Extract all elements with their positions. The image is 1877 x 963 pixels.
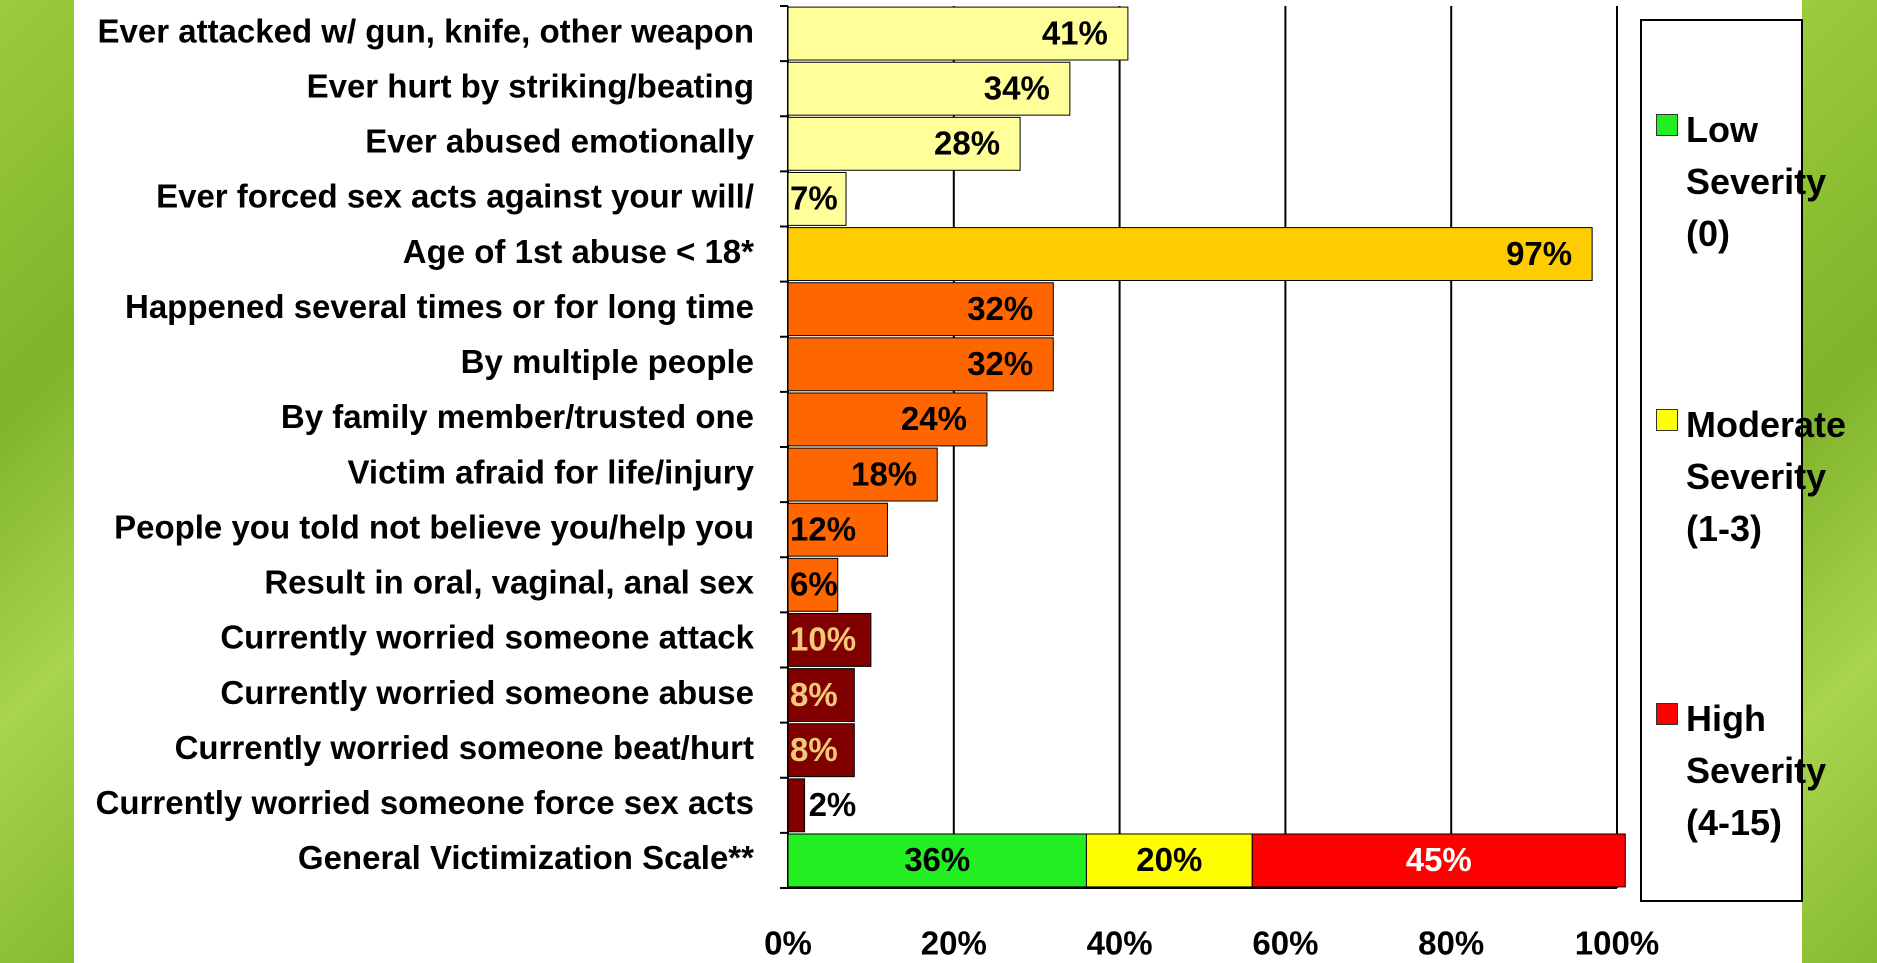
- value-label: 41%: [1042, 14, 1108, 51]
- value-label: 10%: [790, 621, 856, 658]
- value-label: 7%: [790, 180, 838, 217]
- bar: [787, 723, 855, 778]
- value-label: 12%: [790, 510, 856, 547]
- value-label: 97%: [1506, 235, 1572, 272]
- bar: [787, 778, 806, 833]
- value-label: 24%: [901, 400, 967, 437]
- y-tick-label: By multiple people: [461, 343, 754, 380]
- y-tick-label: Happened several times or for long time: [125, 288, 754, 325]
- x-tick-label: 100%: [1575, 925, 1659, 962]
- value-label: 34%: [984, 69, 1050, 106]
- y-tick-label: Age of 1st abuse < 18*: [403, 233, 754, 270]
- bar: [787, 337, 1054, 392]
- background-right: [1802, 0, 1877, 963]
- value-label: 6%: [790, 566, 838, 603]
- value-label: 45%: [1406, 841, 1472, 878]
- legend-label: Low Severity (0): [1686, 109, 1827, 254]
- value-label: 32%: [967, 290, 1033, 327]
- background-left: [0, 0, 74, 963]
- value-label: 8%: [790, 676, 838, 713]
- bar: [787, 227, 1593, 282]
- legend-box: [1640, 19, 1803, 902]
- bar: [787, 116, 1021, 171]
- x-tick-label: 0%: [764, 925, 812, 962]
- y-tick-label: Victim afraid for life/injury: [348, 453, 755, 490]
- legend-swatch: [1656, 114, 1678, 136]
- y-tick-label: Ever hurt by striking/beating: [307, 67, 754, 104]
- bar: [787, 6, 1129, 61]
- value-label: 36%: [904, 841, 970, 878]
- y-tick-label: Ever abused emotionally: [365, 123, 754, 160]
- y-tick-label: General Victimization Scale**: [298, 839, 754, 876]
- value-label: 18%: [851, 455, 917, 492]
- x-tick-label: 20%: [921, 925, 987, 962]
- bar: [787, 392, 988, 447]
- value-label: 20%: [1136, 841, 1202, 878]
- bar: [787, 502, 888, 557]
- value-label: 28%: [934, 125, 1000, 162]
- y-tick-label: Currently worried someone abuse: [220, 674, 754, 711]
- y-tick-label: Ever forced sex acts against your will/: [156, 178, 754, 215]
- bar: [787, 612, 872, 667]
- y-tick-label: Currently worried someone beat/hurt: [175, 729, 754, 766]
- bar: [787, 282, 1054, 337]
- legend-label: High Severity (4-15): [1686, 698, 1827, 843]
- bar: [787, 447, 938, 502]
- legend-swatch: [1656, 409, 1678, 431]
- bar: [787, 171, 847, 226]
- y-tick-label: People you told not believe you/help you: [114, 508, 754, 545]
- y-tick-label: By family member/trusted one: [281, 398, 754, 435]
- y-tick-label: Currently worried someone force sex acts: [96, 784, 754, 821]
- value-label: 32%: [967, 345, 1033, 382]
- x-tick-label: 60%: [1252, 925, 1318, 962]
- bar: [787, 668, 855, 723]
- y-tick-label: Currently worried someone attack: [220, 619, 754, 656]
- x-tick-label: 40%: [1087, 925, 1153, 962]
- legend-swatch: [1656, 703, 1678, 725]
- stacked-bar: [787, 833, 1087, 888]
- y-tick-label: Ever attacked w/ gun, knife, other weapo…: [98, 12, 755, 49]
- stacked-bar: [1085, 833, 1253, 888]
- value-label: 2%: [809, 786, 857, 823]
- bar: [787, 557, 839, 612]
- x-tick-label: 80%: [1418, 925, 1484, 962]
- y-tick-label: Result in oral, vaginal, anal sex: [264, 564, 754, 601]
- stacked-bar: [1251, 833, 1626, 888]
- value-label: 8%: [790, 731, 838, 768]
- legend-label: Moderate Severity (1-3): [1686, 404, 1847, 549]
- bar: [787, 61, 1071, 116]
